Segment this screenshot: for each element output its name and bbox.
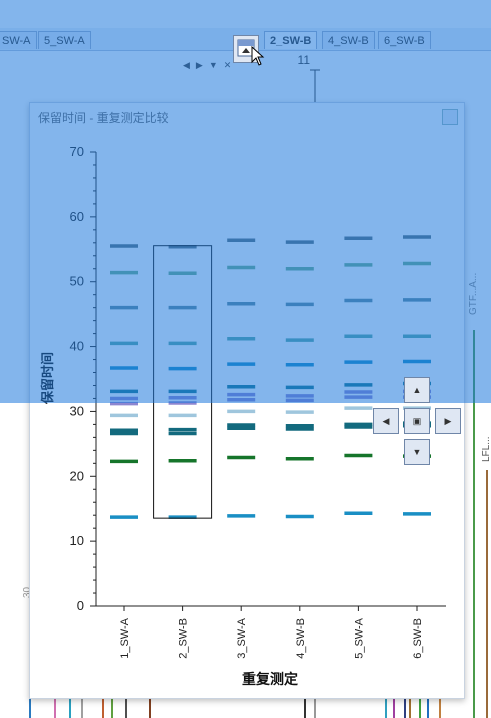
tab-6-sw-b[interactable]: 6_SW-B [378, 31, 431, 49]
x-tick-label: 4_SW-B [295, 618, 307, 659]
x-axis-label: 重复测定 [242, 671, 298, 687]
y-tick-label: 50 [70, 274, 84, 289]
tab-2-sw-b[interactable]: 2_SW-B [264, 31, 318, 49]
y-tick-label: 60 [70, 209, 84, 224]
x-tick-label: 5_SW-A [353, 617, 365, 658]
bg-side-tick: 30 [22, 586, 33, 598]
dock-top-button[interactable] [233, 35, 259, 63]
y-tick-label: 0 [77, 598, 84, 613]
dock-guide-center-button[interactable]: ▣ [404, 408, 430, 434]
x-tick-label: 3_SW-A [236, 617, 248, 658]
dock-guide-left-button[interactable]: ◀ [373, 408, 399, 434]
y-tick-label: 40 [70, 339, 84, 354]
mouse-pointer-icon [251, 46, 265, 66]
x-tick-label: 6_SW-B [412, 618, 424, 659]
tab-5-sw-a[interactable]: 5_SW-A [38, 31, 91, 49]
selected-run-highlight[interactable] [153, 245, 213, 519]
y-tick-label: 10 [70, 533, 84, 548]
bg-series-label-lfl: LFL... [481, 436, 491, 462]
bg-y-tick: 11 [298, 53, 311, 67]
y-tick-label: 70 [70, 144, 84, 159]
x-tick-label: 2_SW-B [178, 618, 190, 659]
bg-series-label-gtf: GTF...A... [468, 273, 479, 315]
tab-4-sw-b[interactable]: 4_SW-B [322, 31, 375, 49]
dock-guide-bottom-button[interactable]: ▼ [404, 439, 430, 465]
docking-guide-cross: ▲ ◀ ▣ ▶ ▼ [373, 377, 461, 465]
tab-sw-a[interactable]: SW-A [0, 31, 37, 49]
dock-guide-right-button[interactable]: ▶ [435, 408, 461, 434]
y-axis-label: 保留时间 [40, 352, 55, 405]
dock-guide-top-button[interactable]: ▲ [404, 377, 430, 403]
y-tick-label: 30 [70, 403, 84, 418]
x-tick-label: 1_SW-A [119, 617, 131, 658]
y-tick-label: 20 [70, 468, 84, 483]
